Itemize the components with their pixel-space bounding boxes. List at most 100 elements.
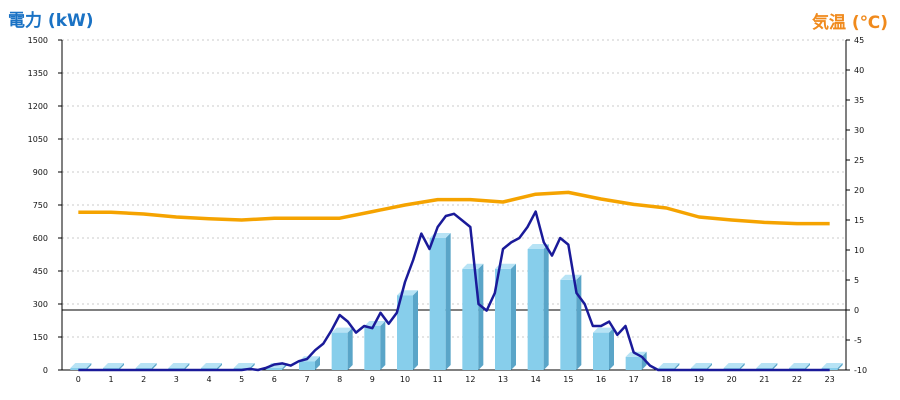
power-bar <box>462 268 479 370</box>
right-axis-tick-label: 0 <box>854 306 859 315</box>
power-bar <box>364 326 381 370</box>
power-bar-side <box>772 363 778 370</box>
power-bar <box>397 295 413 370</box>
power-bar-top <box>723 363 745 368</box>
power-bar-side <box>837 363 843 370</box>
power-bar-top <box>168 363 190 368</box>
power-line <box>78 210 830 372</box>
x-axis-tick-label: 8 <box>337 375 342 384</box>
power-bar-top <box>331 327 353 333</box>
x-axis-tick-label: 5 <box>239 375 244 384</box>
power-bar-top <box>527 244 549 249</box>
right-axis-tick-label: 25 <box>854 156 864 165</box>
x-axis-tick-label: 9 <box>370 375 375 384</box>
right-axis-tick-label: -10 <box>854 366 867 375</box>
left-axis-tick-label: 150 <box>33 333 48 342</box>
power-bar-side <box>543 244 549 370</box>
power-bar-side <box>86 363 92 370</box>
power-bar-side <box>805 363 810 370</box>
x-axis-tick-label: 18 <box>661 375 671 384</box>
right-axis-tick-label: 5 <box>854 276 859 285</box>
temperature-line <box>78 190 830 226</box>
power-bar-side <box>609 327 614 370</box>
power-bar-side <box>413 290 418 370</box>
left-axis-tick-label: 450 <box>33 267 48 276</box>
power-bar-side <box>511 263 516 370</box>
x-axis-tick-label: 2 <box>141 375 146 384</box>
power-bar <box>527 249 544 370</box>
power-bar-top <box>201 363 222 368</box>
x-axis-tick-label: 3 <box>174 375 179 384</box>
power-bar-top <box>233 363 255 368</box>
power-bar <box>560 279 577 370</box>
power-bar-side <box>315 356 320 370</box>
x-axis-tick-label: 13 <box>498 375 508 384</box>
power-bar-side <box>151 363 157 370</box>
power-bar-top <box>789 363 810 368</box>
left-axis-title: 電力 (kW) <box>8 11 94 31</box>
right-axis-tick-label: 10 <box>854 246 864 255</box>
x-axis-tick-label: 0 <box>76 375 81 384</box>
power-bar <box>593 332 609 370</box>
power-bar-side <box>347 327 353 370</box>
power-bar-top <box>560 274 582 280</box>
left-axis-tick-label: 1350 <box>28 69 48 78</box>
x-axis-tick-label: 20 <box>727 375 737 384</box>
left-axis-tick-label: 1200 <box>28 102 48 111</box>
x-axis-tick-label: 16 <box>596 375 606 384</box>
power-bar-top <box>135 363 157 368</box>
power-bar-top <box>70 363 92 368</box>
x-axis-tick-label: 19 <box>694 375 704 384</box>
x-axis-tick-label: 11 <box>433 375 443 384</box>
power-bar-side <box>217 363 222 370</box>
power-bar-top <box>821 363 843 368</box>
x-axis-tick-label: 6 <box>272 375 277 384</box>
x-axis-tick-label: 21 <box>759 375 769 384</box>
left-axis-tick-label: 1050 <box>28 135 48 144</box>
x-axis-tick-label: 1 <box>108 375 113 384</box>
x-axis-tick-label: 17 <box>629 375 639 384</box>
right-axis-tick-label: 20 <box>854 186 864 195</box>
power-bar <box>625 356 642 370</box>
x-axis-tick-label: 23 <box>825 375 835 384</box>
left-axis-tick-label: 0 <box>43 366 48 375</box>
x-axis-tick-label: 22 <box>792 375 802 384</box>
power-bar-side <box>707 363 712 370</box>
right-axis-tick-label: 30 <box>854 126 864 135</box>
power-bar <box>299 361 315 370</box>
power-bar-side <box>674 363 680 370</box>
left-axis-tick-label: 300 <box>33 300 48 309</box>
power-bar <box>495 268 511 370</box>
left-axis-tick-label: 750 <box>33 201 48 210</box>
power-bar <box>429 238 446 370</box>
power-bar-top <box>462 263 484 269</box>
power-bar-side <box>478 263 484 370</box>
right-axis-tick-label: 15 <box>854 216 864 225</box>
left-axis-tick-label: 600 <box>33 234 48 243</box>
power-bar-top <box>593 327 614 333</box>
right-axis-tick-label: 40 <box>854 66 864 75</box>
power-bar-top <box>691 363 712 368</box>
power-bar-side <box>380 321 386 370</box>
power-bar-side <box>184 363 190 370</box>
right-axis-tick-label: 35 <box>854 96 864 105</box>
left-axis-tick-label: 1500 <box>28 36 48 45</box>
power-bar-top <box>103 363 124 368</box>
right-axis-title: 気温 (℃) <box>811 13 888 33</box>
power-bar-side <box>445 233 451 370</box>
power-bar <box>331 332 348 370</box>
power-bar-side <box>739 363 745 370</box>
power-bar-top <box>756 363 778 368</box>
x-axis-tick-label: 12 <box>465 375 475 384</box>
x-axis-tick-label: 4 <box>206 375 211 384</box>
right-axis-tick-label: 45 <box>854 36 864 45</box>
power-bar-side <box>119 363 124 370</box>
right-axis-tick-label: -5 <box>854 336 862 345</box>
left-axis-tick-label: 900 <box>33 168 48 177</box>
x-axis-tick-label: 15 <box>563 375 573 384</box>
x-axis-tick-label: 14 <box>531 375 541 384</box>
x-axis-tick-label: 7 <box>304 375 309 384</box>
power-bar-top <box>658 363 680 368</box>
x-axis-tick-label: 10 <box>400 375 410 384</box>
